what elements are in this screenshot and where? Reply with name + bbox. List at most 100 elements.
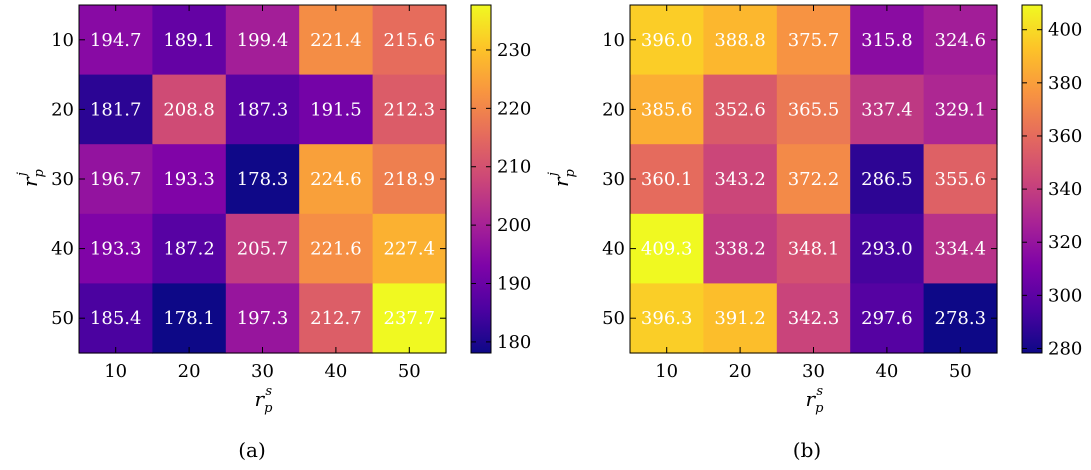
x-tick-label: 20 (178, 361, 201, 382)
cell-value-label: 342.3 (788, 308, 840, 329)
colorbar (1021, 4, 1043, 354)
cell-value-label: 189.1 (163, 30, 215, 51)
cell-value-label: 185.4 (90, 308, 142, 329)
cell-value-label: 208.8 (163, 99, 215, 120)
heatmap-cell (152, 283, 227, 354)
y-axis-label: rpj (546, 168, 578, 187)
heatmap-cell (923, 5, 998, 76)
cell-value-label: 187.2 (163, 239, 215, 260)
colorbar-tick-label: 340 (1048, 179, 1082, 200)
cell-value-label: 334.4 (935, 239, 987, 260)
x-tick-label: 30 (251, 361, 274, 382)
colorbar-tick-label: 280 (1048, 338, 1082, 359)
y-tick-label: 40 (602, 239, 625, 260)
y-tick-label: 30 (51, 169, 74, 190)
heatmap-cell (299, 74, 374, 145)
y-tick-label: 20 (51, 99, 74, 120)
cell-value-label: 324.6 (935, 30, 987, 51)
panel-label: (b) (793, 438, 821, 462)
cell-value-label: 181.7 (90, 99, 142, 120)
cell-value-label: 375.7 (788, 30, 840, 51)
heatmap-cell (630, 213, 704, 284)
heatmap-cell (79, 283, 153, 354)
x-tick-label: 50 (398, 361, 421, 382)
heatmap-cell (299, 283, 374, 354)
cell-value-label: 297.6 (861, 308, 913, 329)
x-tick-label: 20 (729, 361, 752, 382)
heatmap-cell (923, 283, 998, 354)
heatmap-cell (152, 5, 227, 76)
heatmap-cell (850, 213, 925, 284)
y-tick-label: 40 (51, 239, 74, 260)
x-axis-label: rps (806, 384, 825, 416)
heatmap-cell (776, 144, 851, 215)
cell-value-label: 205.7 (237, 239, 289, 260)
heatmap-cell (372, 144, 447, 215)
cell-value-label: 218.9 (384, 169, 436, 190)
colorbar-tick-label: 190 (497, 274, 531, 295)
cell-value-label: 215.6 (384, 30, 436, 51)
heatmap-cell (299, 144, 374, 215)
cell-value-label: 409.3 (641, 239, 693, 260)
cell-value-label: 221.6 (310, 239, 362, 260)
heatmap-cell (776, 213, 851, 284)
y-tick-label: 10 (51, 30, 74, 51)
cell-value-label: 293.0 (861, 239, 913, 260)
heatmap-cell (703, 5, 778, 76)
cell-value-label: 315.8 (861, 30, 913, 51)
heatmap-cell (703, 283, 778, 354)
heatmap-cell (79, 144, 153, 215)
cell-value-label: 193.3 (90, 239, 142, 260)
y-tick-label: 50 (51, 308, 74, 329)
cell-value-label: 212.7 (310, 308, 362, 329)
colorbar-tick-label: 230 (497, 40, 531, 61)
heatmap-cell (630, 5, 704, 76)
heatmap-cell (79, 5, 153, 76)
heatmap-cell (776, 283, 851, 354)
colorbar-tick-label: 380 (1048, 73, 1082, 94)
x-tick-label: 10 (655, 361, 678, 382)
cell-value-label: 196.7 (90, 169, 142, 190)
colorbar-tick-label: 200 (497, 215, 531, 236)
cell-value-label: 178.1 (163, 308, 215, 329)
cell-value-label: 227.4 (384, 239, 436, 260)
x-tick-label: 40 (875, 361, 898, 382)
heatmap-cell (152, 213, 227, 284)
y-tick-label: 30 (602, 169, 625, 190)
cell-value-label: 352.6 (714, 99, 766, 120)
heatmap-cell (630, 283, 704, 354)
cell-value-label: 199.4 (237, 30, 289, 51)
panel-label: (a) (238, 438, 266, 462)
cell-value-label: 187.3 (237, 99, 289, 120)
heatmap-cell (630, 144, 704, 215)
heatmap-cell (372, 283, 447, 354)
heatmap-cell (152, 74, 227, 145)
x-tick-label: 50 (949, 361, 972, 382)
cell-value-label: 348.1 (788, 239, 840, 260)
cell-value-label: 329.1 (935, 99, 987, 120)
x-axis-label: rps (255, 384, 274, 416)
cell-value-label: 212.3 (384, 99, 436, 120)
heatmap-cell (703, 213, 778, 284)
heatmap-cell (776, 74, 851, 145)
cell-value-label: 372.2 (788, 169, 840, 190)
heatmap-cell (703, 74, 778, 145)
cell-value-label: 388.8 (714, 30, 766, 51)
heatmap-cell (850, 5, 925, 76)
cell-value-label: 360.1 (641, 169, 693, 190)
heatmap-cell (630, 74, 704, 145)
heatmap-panel-b: 396.0 388.8 375.7 315.8 324.6 385.6 352.6 365.5… (546, 4, 1082, 462)
colorbar-tick-label: 400 (1048, 20, 1082, 41)
cell-value-label: 194.7 (90, 30, 142, 51)
heatmap-cell (850, 283, 925, 354)
y-tick-label: 10 (602, 30, 625, 51)
heatmap-cell (225, 74, 300, 145)
y-tick-label: 20 (602, 99, 625, 120)
cell-value-label: 197.3 (237, 308, 289, 329)
heatmap-cell (79, 74, 153, 145)
heatmap-cell (923, 74, 998, 145)
colorbar (470, 4, 492, 354)
heatmap-cell (850, 74, 925, 145)
heatmap-cell (225, 5, 300, 76)
